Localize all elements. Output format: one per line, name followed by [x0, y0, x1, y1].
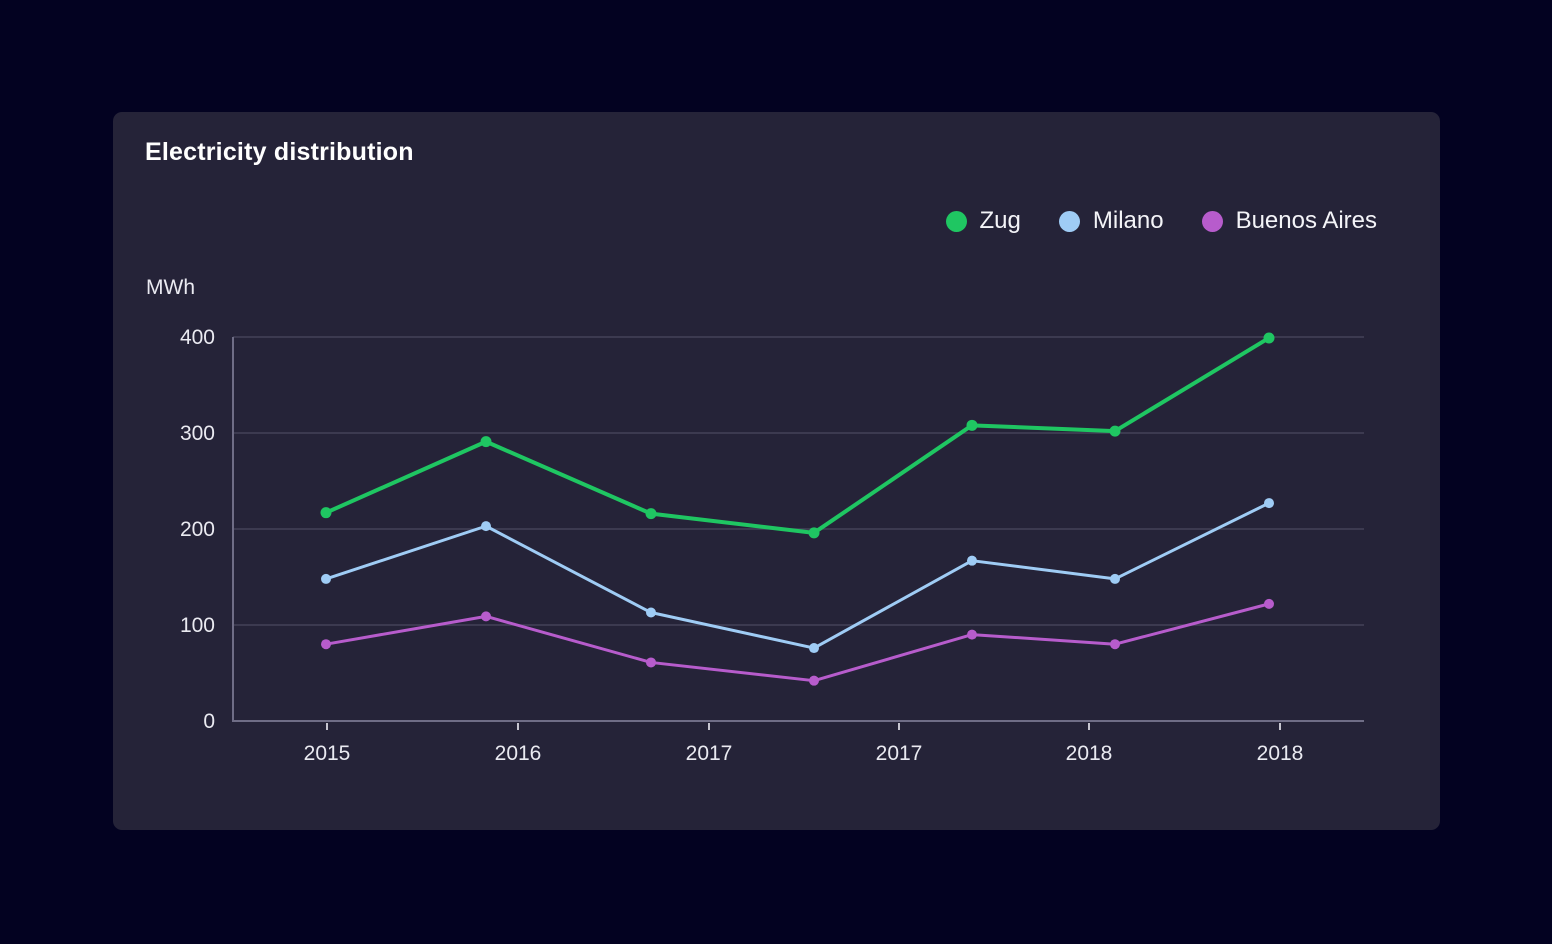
data-point-milano-1[interactable]	[481, 521, 491, 532]
y-axis-label-100: 100	[180, 614, 215, 637]
data-point-milano-6[interactable]	[1264, 498, 1274, 509]
data-point-zug-5[interactable]	[1109, 425, 1121, 437]
x-axis-label-5-2018: 2018	[1257, 742, 1304, 765]
legend-label-milano: Milano	[1092, 207, 1164, 234]
legend-dot-zug	[945, 210, 967, 232]
data-point-milano-0[interactable]	[321, 573, 331, 584]
data-point-milano-4[interactable]	[967, 555, 977, 566]
data-point-buenos-aires-5[interactable]	[1110, 639, 1120, 650]
chart-title: Electricity distribution	[145, 138, 414, 166]
data-point-milano-2[interactable]	[646, 607, 656, 618]
x-axis-label-4-2018: 2018	[1066, 742, 1113, 765]
data-point-zug-6[interactable]	[1263, 332, 1275, 344]
data-point-buenos-aires-1[interactable]	[481, 611, 491, 622]
data-point-buenos-aires-0[interactable]	[321, 639, 331, 650]
data-point-buenos-aires-6[interactable]	[1264, 598, 1274, 609]
x-axis-label-3-2017: 2017	[876, 742, 923, 765]
data-point-zug-3[interactable]	[808, 527, 820, 539]
y-axis-label-300: 300	[180, 422, 215, 445]
legend-item-buenos-aires[interactable]: Buenos Aires	[1201, 207, 1377, 235]
data-point-buenos-aires-3[interactable]	[809, 675, 819, 686]
chart-legend: Zug Milano Buenos Aires	[945, 207, 1377, 235]
electricity-distribution-card: Electricity distribution Zug Milano Buenos…	[113, 112, 1440, 830]
legend-dot-buenos-aires	[1201, 210, 1223, 232]
series-line-milano	[324, 501, 1271, 650]
data-point-zug-1[interactable]	[480, 436, 492, 448]
y-axis-unit-label: MWh	[146, 276, 195, 299]
data-point-zug-4[interactable]	[966, 419, 978, 431]
legend-dot-milano	[1058, 210, 1080, 232]
y-axis-label-200: 200	[180, 518, 215, 541]
legend-item-milano[interactable]: Milano	[1058, 207, 1164, 235]
data-point-milano-3[interactable]	[809, 643, 819, 654]
x-axis-label-2-2017: 2017	[686, 742, 733, 765]
x-axis-label-0-2015: 2015	[304, 742, 351, 765]
y-axis-label-0: 0	[203, 710, 215, 733]
legend-item-zug[interactable]: Zug	[945, 207, 1021, 235]
legend-label-zug: Zug	[979, 207, 1021, 234]
data-point-milano-5[interactable]	[1110, 573, 1120, 584]
data-point-zug-2[interactable]	[645, 508, 657, 520]
data-point-buenos-aires-2[interactable]	[646, 657, 656, 668]
data-point-buenos-aires-4[interactable]	[967, 629, 977, 640]
legend-label-buenos-aires: Buenos Aires	[1235, 207, 1377, 234]
series-line-zug	[324, 335, 1271, 535]
line-chart: 0 100 200 300 400 2015 2016 2017 2017 2018 2018	[180, 326, 1364, 765]
y-axis-label-400: 400	[180, 326, 215, 349]
data-point-zug-0[interactable]	[320, 507, 332, 519]
series-line-buenos-aires	[324, 602, 1271, 683]
x-axis-label-1-2016: 2016	[495, 742, 542, 765]
